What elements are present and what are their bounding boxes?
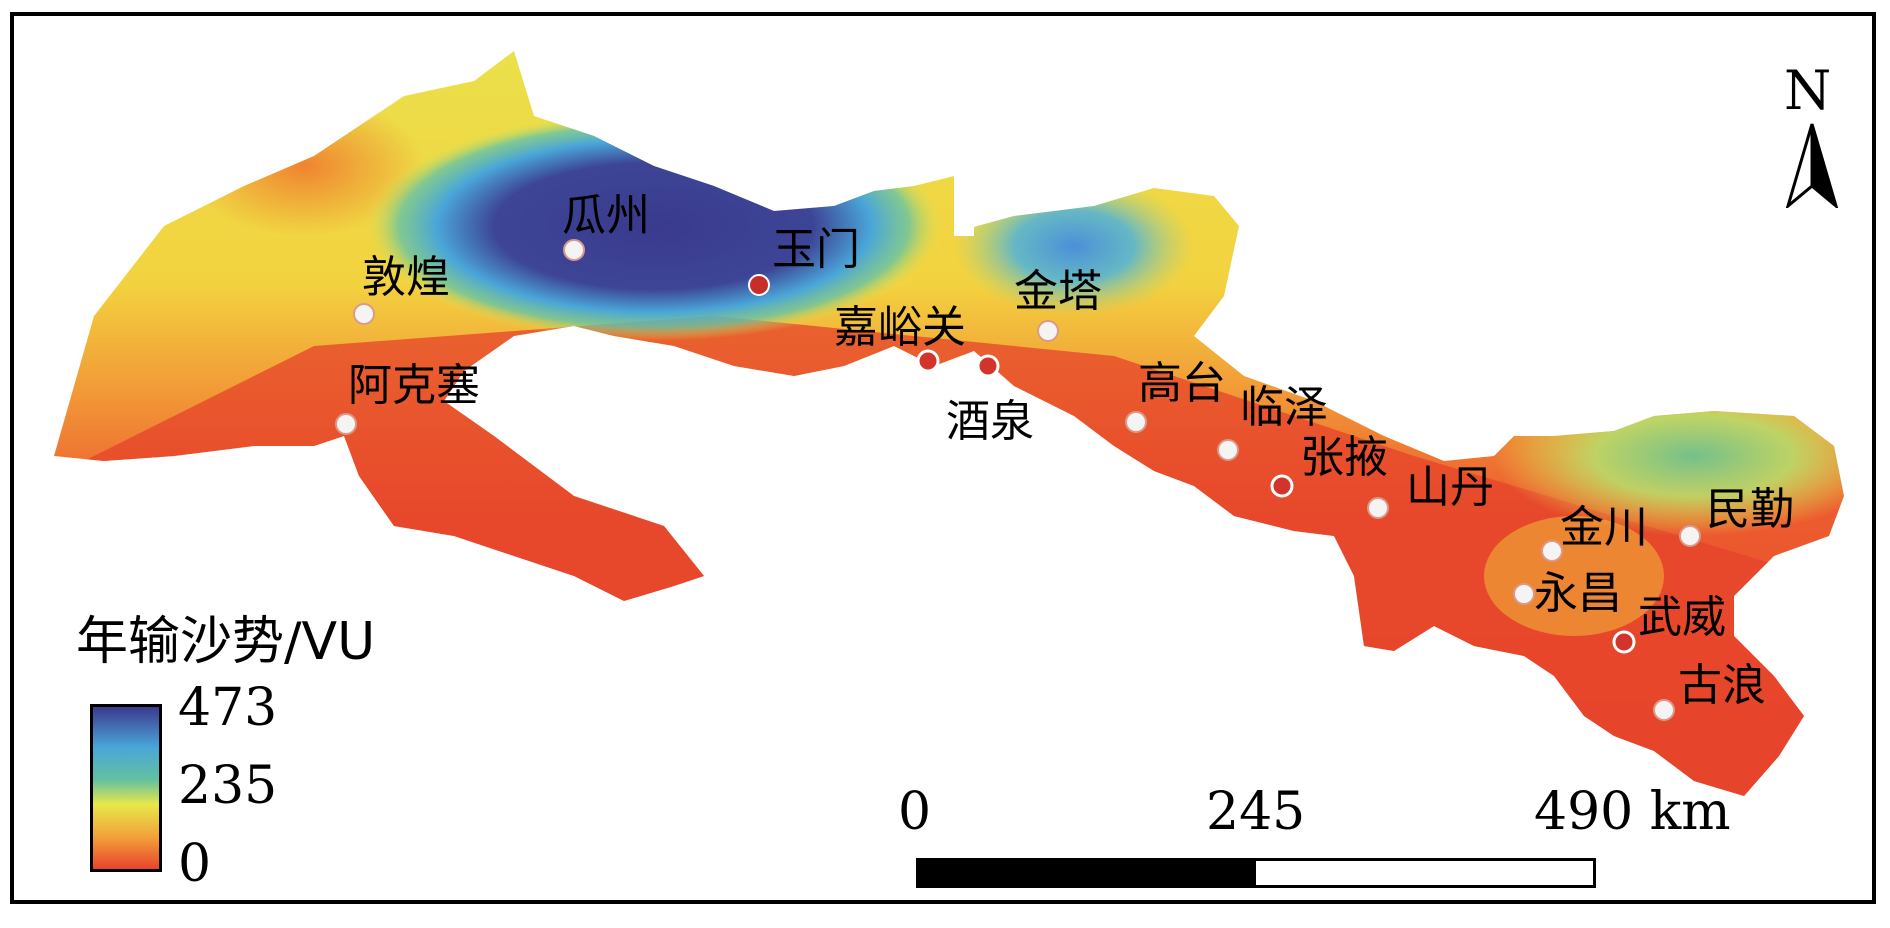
scale-tick-245: 245	[1206, 782, 1306, 842]
scale-tick-490km: 490 km	[1534, 782, 1731, 842]
city-label-dunhuang: 敦煌	[362, 252, 450, 303]
city-label-shandan: 山丹	[1406, 462, 1494, 513]
city-label-minqin: 民勤	[1706, 484, 1794, 535]
city-label-yumen: 玉门	[772, 224, 860, 275]
city-label-wuwei: 武威	[1638, 592, 1726, 643]
sand-drift-surface	[54, 51, 1844, 796]
city-label-linze: 临泽	[1240, 382, 1328, 433]
city-markers	[335, 239, 1701, 721]
city-marker	[1125, 411, 1147, 433]
legend-title: 年输沙势/VU	[76, 612, 376, 672]
city-label-zhangye: 张掖	[1300, 432, 1388, 483]
city-marker	[1541, 540, 1563, 562]
city-label-gulang: 古浪	[1678, 660, 1766, 711]
legend-max-label: 473	[178, 678, 278, 738]
legend-mid-label: 235	[178, 756, 278, 816]
city-marker	[1653, 699, 1675, 721]
city-label-jinta: 金塔	[1014, 266, 1102, 317]
city-marker	[353, 303, 375, 325]
city-marker	[1513, 583, 1535, 605]
north-label: N	[1784, 59, 1832, 122]
sand-drift-potential-map	[54, 51, 1844, 796]
city-label-guazhou: 瓜州	[562, 190, 650, 241]
city-marker	[976, 354, 1000, 378]
city-marker	[1270, 474, 1294, 498]
legend-color-ramp	[90, 704, 162, 872]
city-label-jinchuan: 金川	[1560, 502, 1648, 553]
city-marker	[335, 413, 357, 435]
scale-bar-segment-filled	[919, 861, 1256, 885]
city-label-akesai: 阿克塞	[348, 360, 480, 411]
city-marker	[563, 239, 585, 261]
city-marker	[1679, 525, 1701, 547]
city-marker	[916, 349, 940, 373]
scale-tick-0: 0	[898, 782, 932, 842]
scale-bar	[916, 858, 1596, 888]
city-label-jiuquan: 酒泉	[946, 396, 1034, 447]
city-label-gaotai: 高台	[1138, 358, 1226, 409]
city-marker	[1612, 630, 1636, 654]
city-marker	[1367, 497, 1389, 519]
city-marker	[1217, 439, 1239, 461]
city-marker	[1037, 320, 1059, 342]
city-label-yongchang: 永昌	[1534, 568, 1622, 619]
scale-bar-segment-empty	[1256, 861, 1593, 885]
north-arrow-icon	[1785, 123, 1839, 208]
city-marker	[748, 274, 770, 296]
map-frame: 瓜州 敦煌 玉门 阿克塞 嘉峪关 金塔 酒泉 高台 临泽 张掖 山丹 金川 民勤…	[10, 12, 1876, 904]
city-label-jiayuguan: 嘉峪关	[834, 302, 966, 353]
legend-min-label: 0	[178, 834, 212, 894]
